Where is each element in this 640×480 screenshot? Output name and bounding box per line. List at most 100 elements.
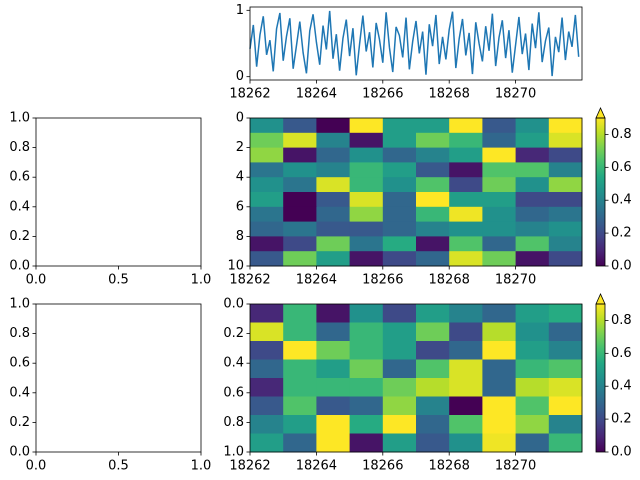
- heatmap-cell: [283, 378, 317, 397]
- heatmap-cell: [283, 251, 317, 267]
- x-tick-label: 18268: [429, 273, 470, 288]
- heatmap-cell: [482, 378, 517, 397]
- heatmap-cell: [482, 192, 517, 208]
- heatmap-cell: [548, 132, 583, 149]
- heatmap-cell: [515, 251, 550, 267]
- colorbar-frame: [595, 303, 606, 453]
- heatmap-cell: [548, 359, 583, 379]
- heatmap-cell: [548, 236, 583, 252]
- heatmap-cell: [416, 236, 450, 252]
- heatmap-cell: [349, 322, 384, 342]
- heatmap-cell: [250, 359, 284, 379]
- heatmap-cell: [316, 322, 351, 342]
- heatmap-cell: [250, 251, 284, 267]
- heatmap-cell: [482, 359, 517, 379]
- heatmap-cell: [382, 322, 417, 342]
- heatmap-cell: [283, 322, 317, 342]
- heatmap-cell: [482, 415, 517, 434]
- heatmap-cell: [349, 236, 384, 252]
- heatmap-cell: [416, 177, 450, 193]
- heatmap-cell: [515, 192, 550, 208]
- heatmap-cell: [548, 304, 583, 323]
- y-tick-label: 0.0: [9, 259, 30, 274]
- y-tick-label: 0.0: [223, 297, 244, 312]
- heatmap-cell: [449, 147, 483, 163]
- heatmap-cell: [250, 147, 284, 163]
- heatmap-cell: [250, 396, 284, 416]
- heatmap-cell: [449, 118, 483, 134]
- heatmap-cell: [349, 415, 384, 434]
- heatmap-cell: [515, 162, 550, 178]
- heatmap-cell: [482, 341, 517, 360]
- x-tick-label: 18266: [362, 87, 403, 102]
- x-tick-label: 18264: [296, 273, 337, 288]
- heatmap-cell: [515, 359, 550, 379]
- y-tick-label: 0.8: [9, 140, 30, 155]
- heatmap-cell: [283, 192, 317, 208]
- heatmap-cell: [482, 221, 517, 237]
- heatmap-cell: [548, 206, 583, 223]
- heatmap-cell: [416, 132, 450, 149]
- y-tick-label: 0.2: [9, 415, 30, 430]
- heatmap-cell: [515, 378, 550, 397]
- colorbar-tick-label: 0.8: [611, 313, 632, 328]
- heatmap-cell: [382, 341, 417, 360]
- x-tick-label: 18262: [229, 87, 270, 102]
- heatmap-cell: [416, 322, 450, 342]
- heatmap-cell: [515, 341, 550, 360]
- heatmap-cell: [349, 147, 384, 163]
- heatmap-cell: [349, 341, 384, 360]
- heatmap-cell: [548, 192, 583, 208]
- y-tick-label: 0.2: [223, 326, 244, 341]
- heatmap-cell: [382, 251, 417, 267]
- heatmap-cell: [449, 433, 483, 453]
- heatmap-cell: [515, 396, 550, 416]
- heatmap-cell: [349, 304, 384, 323]
- heatmap-cell: [416, 341, 450, 360]
- heatmap-cell: [416, 118, 450, 134]
- x-tick-label: 1.0: [191, 273, 212, 288]
- colorbar-tick-label: 0.6: [611, 346, 632, 361]
- colorbar: [596, 118, 605, 266]
- heatmap-cell: [250, 192, 284, 208]
- heatmap-cell: [316, 251, 351, 267]
- heatmap-cell: [316, 221, 351, 237]
- y-tick-label: 0.4: [223, 356, 244, 371]
- heatmap-cell: [416, 415, 450, 434]
- x-tick-label: 0.0: [26, 459, 47, 474]
- heatmap-cell: [382, 378, 417, 397]
- heatmap-cell: [449, 378, 483, 397]
- heatmap-cell: [382, 396, 417, 416]
- heatmap-cell: [283, 206, 317, 223]
- heatmap-cell: [250, 221, 284, 237]
- heatmap-cell: [349, 359, 384, 379]
- heatmap-cell: [482, 118, 517, 134]
- heatmap-cell: [548, 162, 583, 178]
- heatmap-cell: [449, 322, 483, 342]
- heatmap-cell: [416, 162, 450, 178]
- heatmap-cell: [548, 415, 583, 434]
- x-tick-label: 0.5: [108, 459, 129, 474]
- axes-frame: [249, 117, 583, 267]
- heatmap-cell: [316, 415, 351, 434]
- heatmap-cell: [515, 147, 550, 163]
- heatmap-cell: [382, 359, 417, 379]
- x-tick-label: 18270: [495, 459, 536, 474]
- heatmap-cell: [482, 162, 517, 178]
- heatmap-cell: [349, 192, 384, 208]
- heatmap-cell: [283, 236, 317, 252]
- heatmap-cell: [515, 415, 550, 434]
- heatmap-cell: [449, 359, 483, 379]
- heatmap-cell: [349, 378, 384, 397]
- heatmap-cell: [548, 341, 583, 360]
- x-tick-label: 18266: [362, 459, 403, 474]
- heatmap-cell: [349, 177, 384, 193]
- heatmap-cell: [548, 251, 583, 267]
- heatmap-cell: [316, 118, 351, 134]
- y-tick-label: 0.4: [9, 199, 30, 214]
- heatmap-cell: [250, 341, 284, 360]
- x-tick-label: 18268: [429, 459, 470, 474]
- heatmap-cell: [416, 221, 450, 237]
- heatmap-cell: [382, 415, 417, 434]
- heatmap-cell: [316, 192, 351, 208]
